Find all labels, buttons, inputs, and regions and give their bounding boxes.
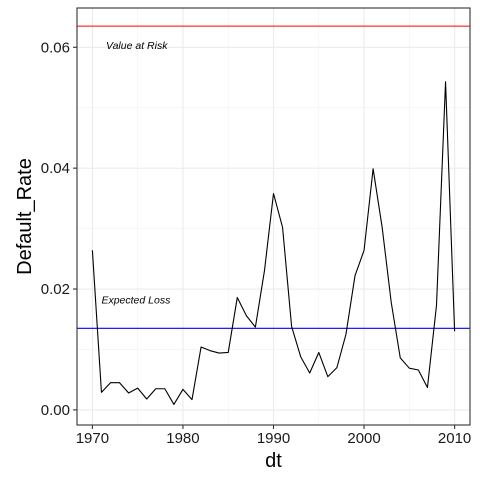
x-axis-title: dt xyxy=(265,450,282,472)
x-tick-label: 1970 xyxy=(76,430,109,447)
y-tick-label: 0.04 xyxy=(41,160,70,177)
expected-loss-label: Expected Loss xyxy=(101,295,171,307)
x-tick-label: 1980 xyxy=(166,430,199,447)
y-tick-label: 0.02 xyxy=(41,281,70,298)
annotations: Value at Risk Expected Loss xyxy=(101,40,171,306)
y-axis: 0.00 0.02 0.04 0.06 xyxy=(41,39,77,419)
y-tick-label: 0.06 xyxy=(41,39,70,56)
x-tick-label: 1990 xyxy=(257,430,290,447)
x-tick-label: 2010 xyxy=(438,430,471,447)
y-axis-title: Default_Rate xyxy=(14,158,36,275)
y-tick-label: 0.00 xyxy=(41,402,70,419)
x-axis: 1970 1980 1990 2000 2010 xyxy=(76,425,471,447)
x-tick-label: 2000 xyxy=(347,430,380,447)
reference-lines xyxy=(77,25,470,329)
default-rate-line xyxy=(91,81,456,406)
series-layer xyxy=(91,81,456,406)
value-at-risk-label: Value at Risk xyxy=(106,40,168,52)
grid-lines xyxy=(77,8,470,425)
